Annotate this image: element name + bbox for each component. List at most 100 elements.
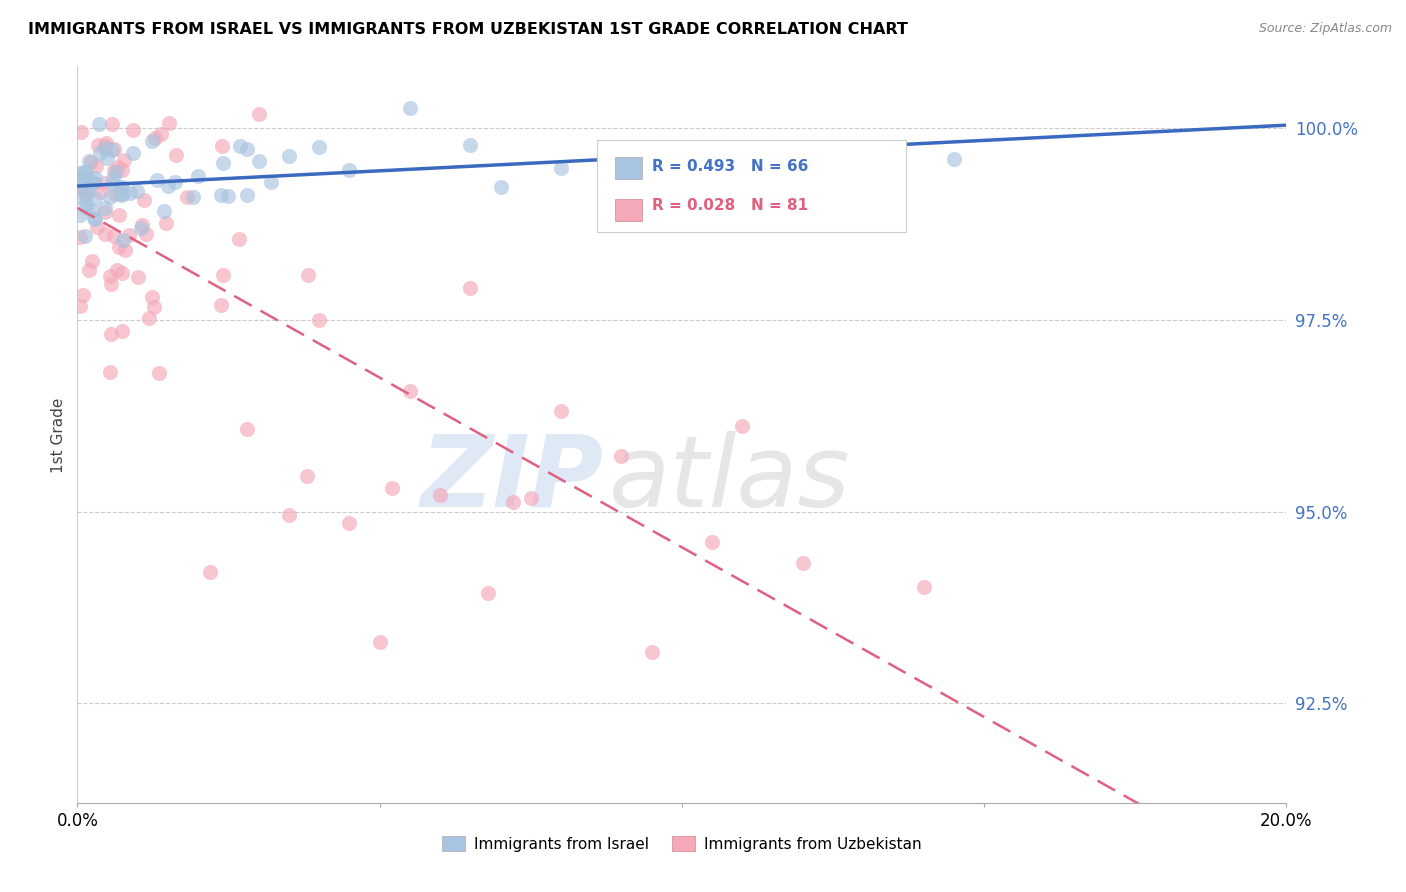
Point [105,262,128,277]
Point [209,298,232,312]
Point [70,170,93,185]
Point [129,220,152,235]
Point [278,149,301,163]
Point [127,270,149,285]
Point [236,142,259,156]
Point [458,281,481,295]
Point [943,152,966,166]
Point [104,165,127,179]
Point [94,138,117,153]
Point [339,163,360,178]
Point [87,137,110,152]
Point [89,185,111,199]
Text: atlas: atlas [609,431,851,527]
Point [69,175,91,189]
Point [212,156,235,170]
Point [98,268,121,283]
Legend: Immigrants from Israel, Immigrants from Uzbekistan: Immigrants from Israel, Immigrants from … [436,830,928,858]
Point [152,204,174,219]
Point [94,227,117,241]
Point [308,312,330,326]
Point [76,176,98,190]
Point [550,161,572,175]
Point [80,154,103,169]
Point [131,219,153,233]
Point [111,324,134,338]
Point [104,186,127,201]
Point [458,138,481,153]
Point [75,197,97,211]
Point [103,177,125,191]
Point [143,300,166,314]
Point [69,229,91,244]
Point [792,152,814,166]
Point [792,556,814,570]
Point [72,191,94,205]
Point [247,107,270,121]
Point [75,165,97,179]
Point [122,146,145,161]
Point [96,136,118,151]
Text: ZIP: ZIP [420,431,603,527]
Point [912,580,935,594]
Point [228,232,250,246]
Point [229,139,252,153]
Point [641,163,664,178]
Point [94,201,117,215]
Point [155,217,177,231]
Point [83,212,105,227]
Point [183,190,205,204]
Point [69,208,91,222]
Point [72,164,94,178]
Point [111,187,134,202]
Point [70,183,93,197]
Point [176,190,198,204]
Point [138,310,160,325]
Point [641,645,664,659]
Point [103,142,125,156]
Point [731,418,754,433]
Point [82,176,104,190]
Point [200,566,222,580]
Point [89,118,111,132]
Point [70,125,93,139]
Point [118,186,141,200]
Point [94,205,117,219]
Point [100,277,122,291]
Point [72,287,94,301]
Point [73,229,96,244]
Point [141,134,163,148]
Point [100,190,122,204]
Point [101,172,124,186]
Text: Source: ZipAtlas.com: Source: ZipAtlas.com [1258,22,1392,36]
Point [429,488,451,502]
Point [111,180,134,194]
Text: IMMIGRANTS FROM ISRAEL VS IMMIGRANTS FROM UZBEKISTAN 1ST GRADE CORRELATION CHART: IMMIGRANTS FROM ISRAEL VS IMMIGRANTS FRO… [28,22,908,37]
Point [69,178,91,193]
Point [111,163,134,178]
Point [489,179,512,194]
Point [98,365,121,379]
Point [69,170,91,185]
FancyBboxPatch shape [598,140,905,233]
Point [89,145,111,160]
Point [101,143,124,157]
Point [209,188,232,202]
Point [84,191,107,205]
Point [83,175,105,189]
Point [520,491,543,506]
Point [112,153,135,167]
Point [163,175,186,189]
Point [247,154,270,169]
Point [76,170,98,185]
Point [308,140,330,154]
Point [107,160,129,174]
Point [114,243,136,257]
Point [96,151,118,165]
Point [150,127,173,141]
Point [69,299,91,313]
Point [112,233,135,247]
Point [103,164,125,178]
Point [141,290,163,304]
Text: R = 0.028   N = 81: R = 0.028 N = 81 [652,198,808,213]
